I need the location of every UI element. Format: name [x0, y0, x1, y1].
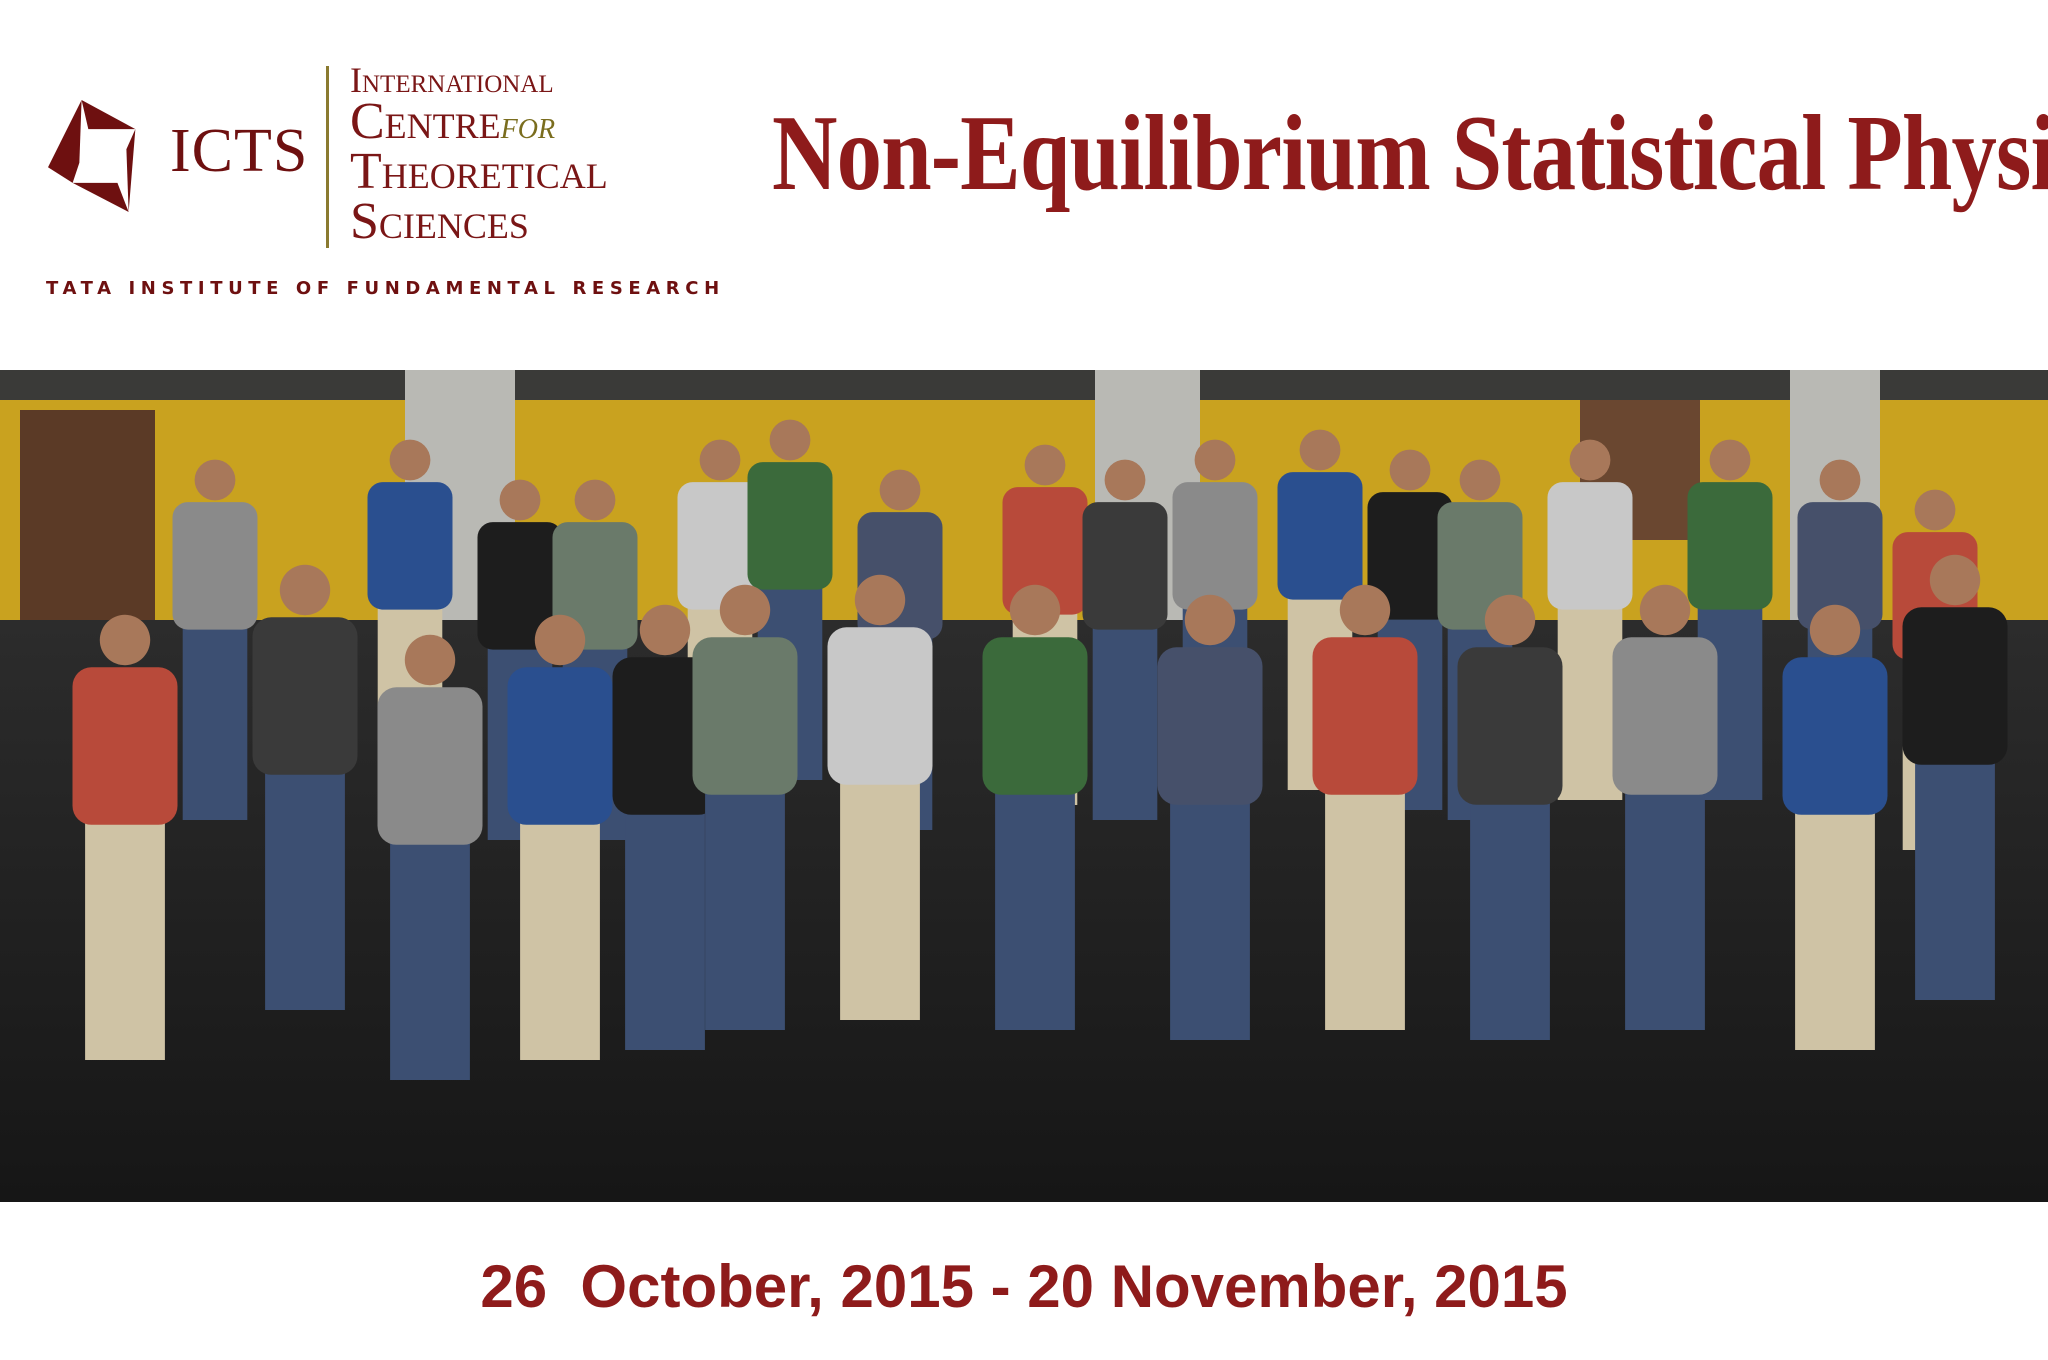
people-group	[72, 419, 2008, 1080]
logo-for: for	[500, 102, 556, 147]
person	[612, 604, 718, 1050]
event-dates: 26 October, 2015 - 20 November, 2015	[480, 1253, 1568, 1320]
person	[1082, 459, 1168, 820]
person	[1612, 584, 1718, 1030]
logo-divider	[326, 66, 329, 248]
logo-line-1: International	[350, 60, 554, 100]
person	[252, 564, 358, 1010]
group-photo	[0, 370, 2048, 1202]
person	[692, 584, 798, 1030]
person	[1457, 594, 1563, 1040]
logo-acronym: ICTS	[170, 117, 309, 185]
logo-line-4: Sciences	[350, 193, 529, 250]
person	[827, 574, 933, 1020]
icts-logo-mark	[48, 100, 136, 212]
person	[72, 614, 178, 1060]
event-title: Non-Equilibrium Statistical Physics	[772, 94, 2048, 213]
person	[1902, 554, 2008, 1000]
person	[507, 614, 613, 1060]
logo-parent-institute: TATA INSTITUTE OF FUNDAMENTAL RESEARCH	[46, 278, 725, 299]
person	[1547, 439, 1633, 800]
logo-line-3: Theoretical	[350, 143, 608, 200]
person	[172, 459, 258, 820]
person	[1312, 584, 1418, 1030]
logo-line-2: Centre	[350, 93, 501, 150]
person	[1782, 604, 1888, 1050]
logo-name: International Centrefor Theoretical Scie…	[350, 62, 608, 248]
person	[982, 584, 1088, 1030]
person	[1157, 594, 1263, 1040]
person	[377, 634, 483, 1080]
